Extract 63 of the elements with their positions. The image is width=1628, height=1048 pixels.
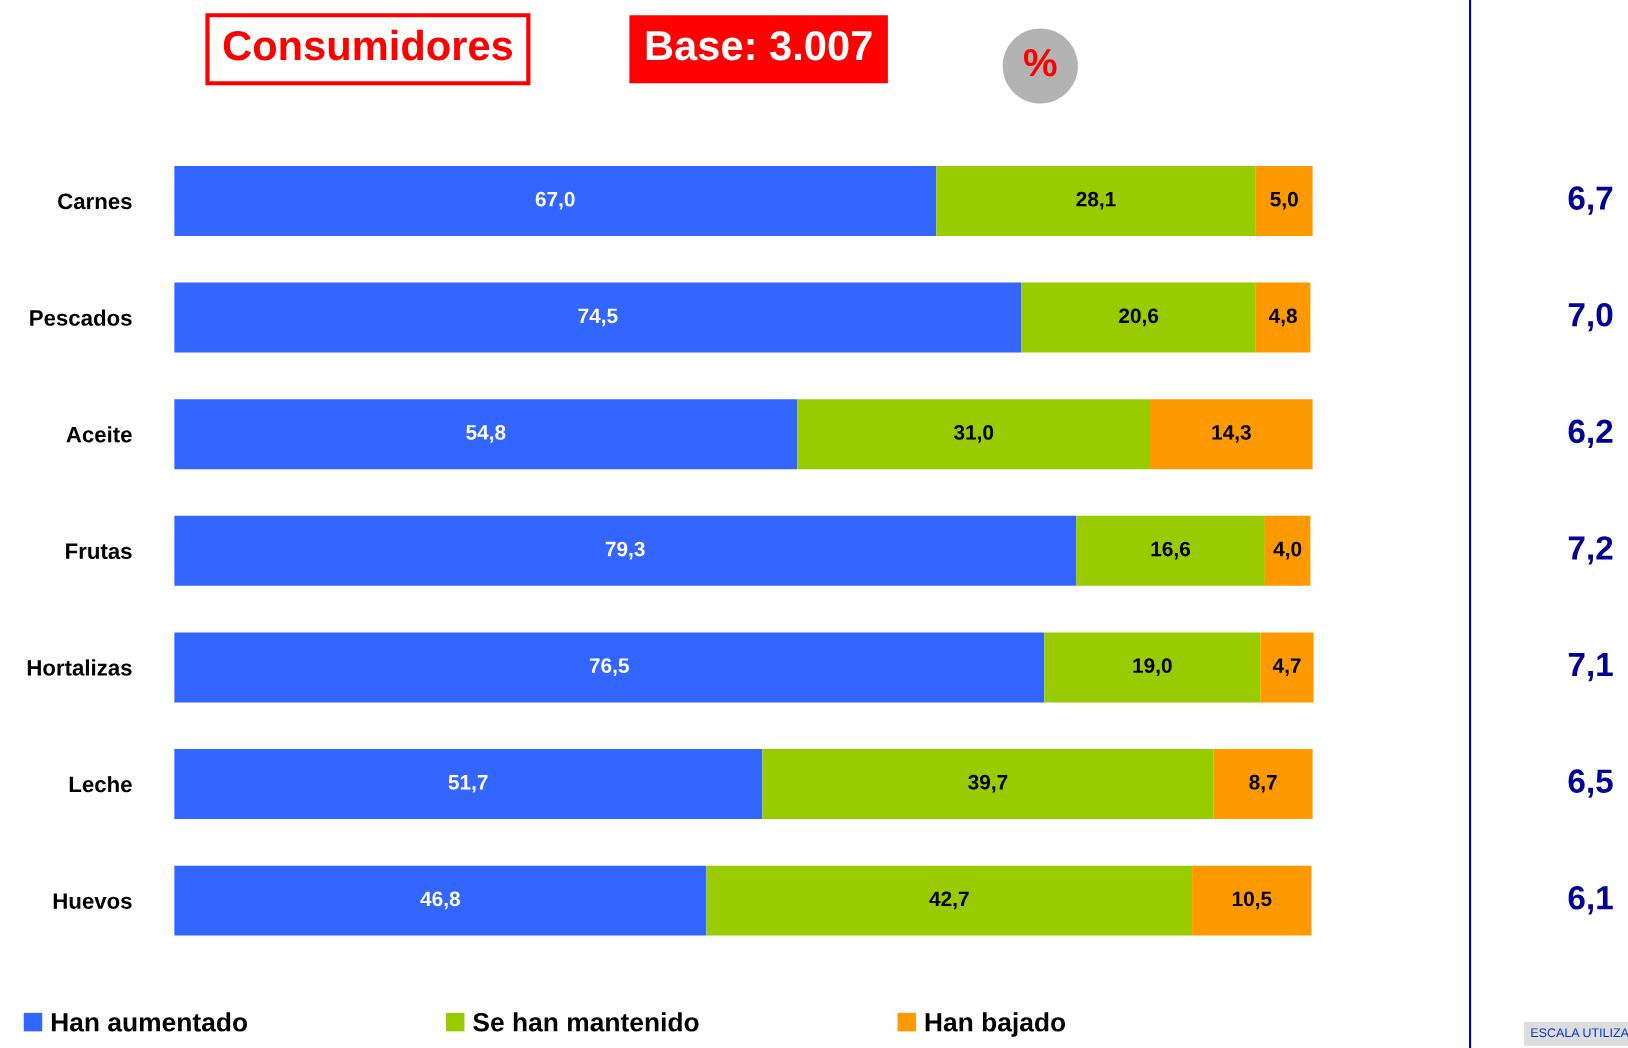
data-label: 14,3 [1212,425,1251,443]
data-label: 39,7 [968,774,1008,793]
bar [174,865,707,936]
text: 6,1 [1568,885,1613,915]
data-label: 79,3 [605,541,645,560]
legend-label: Han aumentado [51,1012,248,1032]
chart-subtitle: Base: 3.007 [646,30,872,61]
data-label: 42,7 [929,891,969,910]
data-label: 5,0 [1270,191,1298,210]
data-label: 10,5 [1232,891,1272,910]
data-label: 31,0 [953,425,994,443]
data-label: 46,8 [420,891,460,910]
chart-title: Consumidores [223,29,513,61]
bar [1192,865,1312,936]
bar [1021,282,1256,353]
bar [1264,515,1311,586]
data-label: 19,0 [1133,658,1172,677]
data-label: 20,6 [1119,308,1159,327]
bar [1213,749,1313,819]
text: 7,1 [1568,653,1613,682]
text: 6,2 [1568,419,1613,448]
bar [706,865,1193,936]
data-label: 4,0 [1273,541,1302,560]
data-label: 16,6 [1151,541,1191,560]
bar [1255,282,1311,353]
bar [174,399,798,470]
bar [1076,515,1265,586]
bar [1150,399,1313,470]
legend-label: Han bajado [925,1012,1066,1037]
y-tick-label: Leche [69,775,132,793]
data-label: 54,8 [466,425,506,443]
data-label: 4,7 [1272,658,1301,677]
data-label: 76,5 [589,658,629,677]
text: 7,0 [1568,302,1613,332]
text: 6,7 [1568,186,1613,215]
text: ESCALA UTILIZA [1531,1028,1628,1038]
legend-label: Se han mantenido [473,1012,699,1032]
y-tick-label: Aceite [66,426,132,443]
data-label: 67,0 [535,191,575,210]
bar [174,165,937,236]
y-tick-label: Hortalizas [27,659,132,676]
bar [174,749,763,819]
data-label: 4,8 [1268,308,1297,327]
y-tick-label: Frutas [66,543,132,560]
bar [797,399,1151,470]
y-tick-label: Carnes [58,193,132,210]
data-label: 28,1 [1076,191,1116,210]
bar [1260,632,1314,703]
data-label: 8,7 [1249,774,1277,793]
text: % [1023,49,1057,77]
y-tick-label: Huevos [53,893,132,909]
bar [1255,165,1313,236]
data-label: 51,7 [448,775,488,793]
text: 7,2 [1568,536,1613,565]
bar [174,515,1077,586]
bar [1044,632,1261,703]
bar [762,749,1214,819]
bar [936,165,1256,236]
bar [174,282,1022,353]
text: 6,5 [1568,769,1613,798]
y-tick-label: Pescados [30,309,132,326]
bar [174,632,1045,703]
data-label: 74,5 [578,308,618,327]
